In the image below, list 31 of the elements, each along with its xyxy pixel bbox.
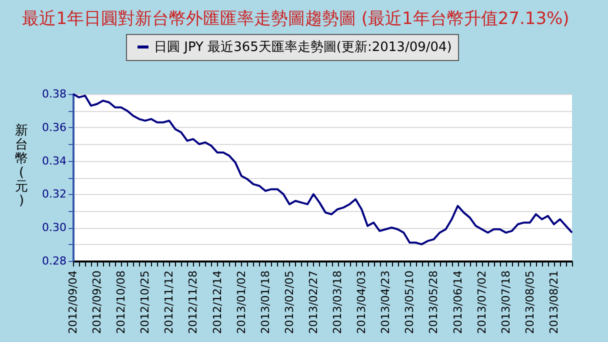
legend-label: 日圓 JPY 最近365天匯率走勢圖(更新:2013/09/04) [154,39,452,55]
x-tick-label: 2012/11/28 [186,270,200,334]
x-tick-label: 2012/12/14 [210,270,224,334]
y-tick-label: 0.36 [42,120,66,134]
y-tick-label: 0.30 [42,221,66,234]
x-tick-label: 2012/11/12 [162,270,176,334]
x-tick-label: 2012/09/04 [66,270,80,334]
x-tick-label: 2013/07/18 [499,270,512,334]
y-tick-label: 0.34 [42,154,66,168]
y-tick-label: 0.28 [42,254,66,268]
x-tick-label: 2013/07/02 [475,270,488,334]
y-tick-label: 0.38 [42,88,66,100]
x-tick-label: 2013/03/18 [331,270,344,334]
chart-title: 最近1年日圓對新台幣外匯匯率走勢圖趨勢圖 (最近1年台幣升值27.13%) [22,9,570,29]
y-tick-label: 0.32 [42,188,66,201]
x-tick-label: 2013/02/27 [306,270,320,334]
line-series [72,93,573,246]
x-tick-label: 2013/04/03 [355,270,368,334]
x-tick-label: 2013/02/05 [282,270,296,334]
x-tick-label: 2013/01/18 [258,270,272,334]
x-tick-label: 2012/09/20 [90,270,104,334]
x-tick-label: 2013/05/28 [427,270,440,334]
x-tick-label: 2012/10/25 [138,270,152,334]
x-tick-label: 2012/10/08 [114,270,128,334]
x-tick-label: 2013/08/05 [523,270,536,334]
x-tick-label: 2013/05/10 [403,270,416,334]
x-tick-label: 2013/01/02 [234,270,248,334]
x-tick-label: 2013/04/23 [379,270,392,334]
x-tick-label: 2013/08/21 [547,270,560,334]
x-tick-label: 2013/06/14 [451,270,464,334]
y-axis-title: 新台幣(元) [15,124,28,208]
